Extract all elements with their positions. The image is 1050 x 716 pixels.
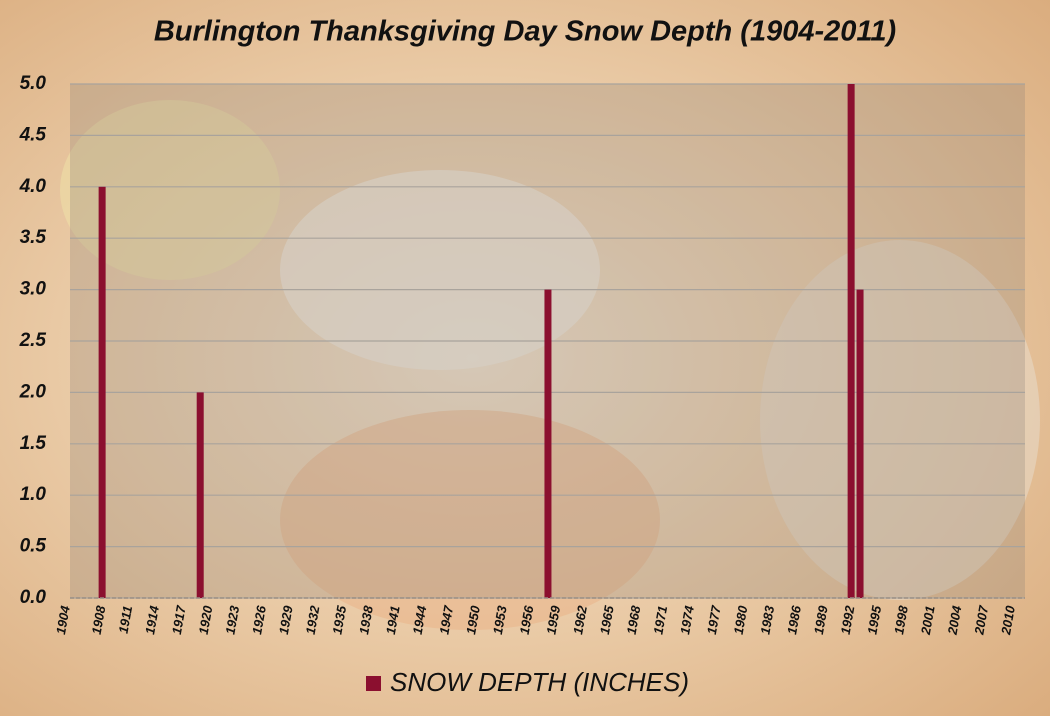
x-tick-label: 1959 (543, 604, 563, 636)
bar (856, 289, 864, 598)
decor (280, 410, 660, 630)
x-tick-label: 1995 (864, 604, 884, 636)
x-tick-label: 1977 (704, 604, 724, 636)
x-tick-label: 1983 (757, 604, 777, 636)
legend-label: SNOW DEPTH (INCHES) (390, 667, 689, 697)
y-tick-label: 4.5 (19, 124, 47, 145)
x-tick-label: 2004 (944, 604, 964, 637)
x-tick-label: 2001 (918, 605, 938, 637)
x-tick-label: 1998 (891, 604, 911, 636)
y-tick-label: 1.5 (20, 433, 47, 454)
bar (98, 186, 106, 599)
x-tick-label: 1935 (329, 604, 349, 636)
x-tick-label: 1980 (731, 604, 751, 636)
x-tick-label: 1962 (570, 604, 590, 636)
y-tick-label: 5.0 (20, 73, 47, 94)
decor (760, 240, 1040, 600)
legend-swatch (366, 676, 381, 691)
y-tick-label: 0.0 (20, 587, 47, 608)
bar (847, 84, 855, 598)
x-tick-label: 1923 (222, 604, 242, 636)
decor (280, 170, 600, 370)
x-tick-label: 2007 (971, 604, 991, 637)
legend: SNOW DEPTH (INCHES) (366, 667, 689, 697)
x-tick-label: 1971 (650, 605, 670, 636)
x-tick-label: 1929 (276, 604, 296, 636)
x-tick-label: 1947 (436, 604, 456, 636)
x-tick-label: 1917 (169, 604, 189, 636)
x-tick-label: 1926 (249, 604, 269, 636)
y-tick-label: 1.0 (20, 484, 47, 505)
x-tick-label: 1938 (356, 604, 376, 636)
x-tick-label: 1965 (597, 604, 617, 636)
decor (60, 100, 280, 280)
y-tick-label: 2.5 (19, 330, 47, 351)
x-tick-label: 1989 (811, 604, 831, 636)
x-tick-label: 1941 (383, 605, 403, 636)
x-tick-label: 1911 (116, 605, 136, 635)
x-tick-label: 1920 (196, 604, 216, 636)
bar (196, 392, 204, 598)
x-tick-label: 1904 (53, 604, 73, 636)
x-tick-label: 1914 (142, 604, 162, 636)
x-tick-label: 1968 (624, 604, 644, 636)
y-tick-label: 3.0 (20, 279, 47, 300)
x-tick-label: 1956 (517, 604, 537, 636)
y-tick-label: 3.5 (20, 227, 47, 248)
bar (544, 289, 552, 598)
y-tick-label: 2.0 (19, 381, 47, 402)
x-tick-label: 1986 (784, 604, 804, 636)
y-tick-label: 4.0 (19, 176, 47, 197)
x-tick-label: 1953 (490, 604, 510, 636)
chart-title: Burlington Thanksgiving Day Snow Depth (… (154, 16, 896, 48)
x-tick-label: 1974 (677, 604, 697, 636)
x-tick-label: 1992 (838, 604, 858, 636)
y-tick-label: 0.5 (20, 536, 47, 557)
x-tick-label: 1944 (410, 604, 430, 636)
x-tick-label: 1932 (303, 604, 323, 636)
x-tick-label: 2010 (998, 604, 1018, 637)
x-tick-label: 1908 (89, 604, 109, 636)
x-tick-label: 1950 (463, 604, 483, 636)
